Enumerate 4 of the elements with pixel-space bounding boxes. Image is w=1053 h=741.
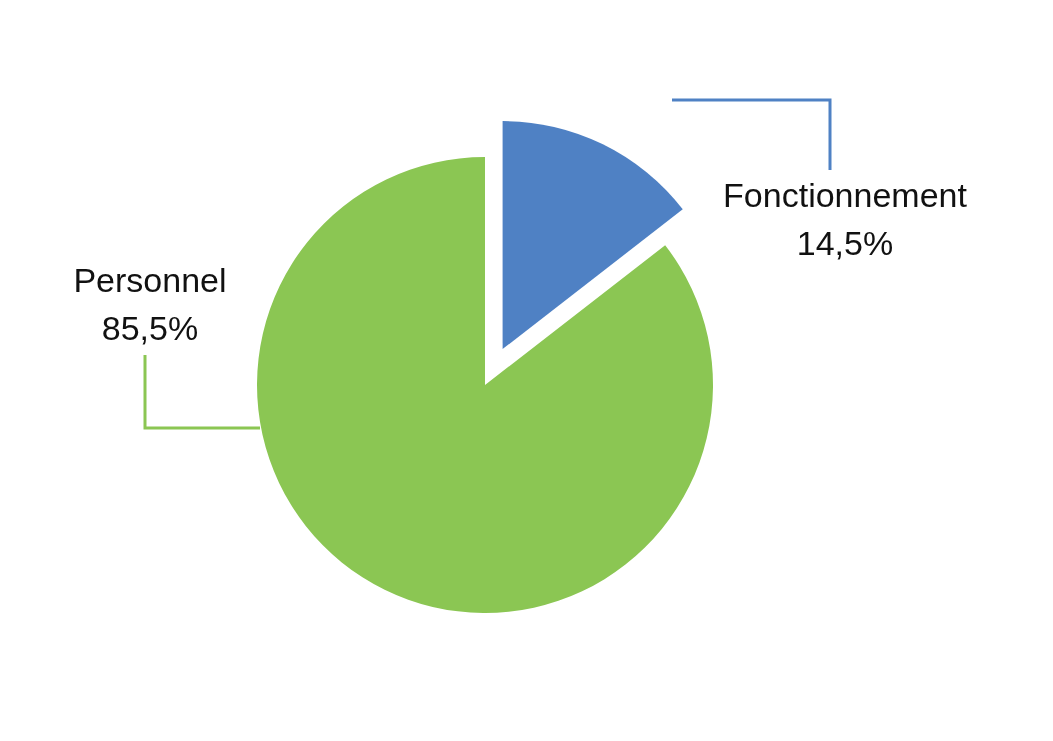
legend-label: Fonctionnement — [723, 176, 968, 214]
slice-label: Personnel — [73, 261, 227, 299]
data-label: 14,5% — [796, 224, 894, 262]
data-label: 85,5% — [101, 309, 199, 347]
